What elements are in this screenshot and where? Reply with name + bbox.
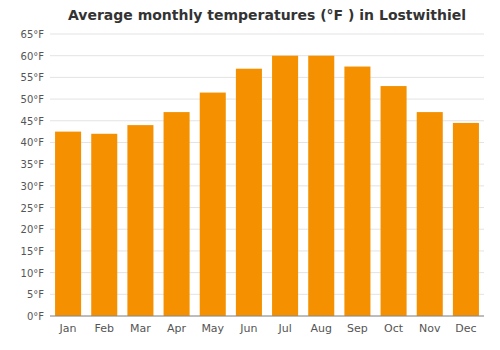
y-tick-label: 55°F: [21, 72, 45, 83]
x-tick-label: Jan: [59, 322, 77, 335]
bar: [381, 86, 407, 316]
x-axis-line: [50, 316, 484, 317]
x-tick-label: Oct: [384, 322, 404, 335]
bar: [344, 67, 370, 316]
grid-line: [50, 316, 484, 317]
title: Average monthly temperatures (°F ) in Lo…: [68, 7, 466, 23]
y-axis: 0°F 5°F 10°F 15°F 20°F 25°F 30°F 35°F 40°F 45°F 50…: [21, 29, 45, 322]
y-tick-label: 25°F: [21, 203, 45, 214]
y-tick-label: 35°F: [21, 159, 45, 170]
x-tick-label: Aug: [311, 322, 332, 335]
bar: [272, 56, 298, 316]
y-tick-label: 5°F: [27, 289, 44, 300]
bar: [308, 56, 334, 316]
x-tick-label: Jun: [239, 322, 257, 335]
x-axis: Jan Feb Mar Apr May Jun Jul Aug Sep Oct Nov Dec: [50, 316, 484, 335]
y-tick-label: 30°F: [21, 181, 45, 192]
bar: [55, 132, 81, 316]
y-tick-label: 20°F: [21, 224, 45, 235]
grid-line: [50, 55, 484, 56]
grid-line: [50, 99, 484, 100]
y-tick-label: 50°F: [21, 94, 45, 105]
bar: [91, 134, 117, 316]
bar: [164, 112, 190, 316]
x-tick-label: Sep: [347, 322, 368, 335]
bars: [55, 56, 479, 316]
x-tick-label: Dec: [455, 322, 476, 335]
x-tick-label: May: [201, 322, 224, 335]
y-tick-label: 15°F: [21, 246, 45, 257]
y-tick-label: 45°F: [21, 116, 45, 127]
bar: [127, 125, 153, 316]
x-tick-label: Nov: [419, 322, 441, 335]
x-tick-label: Apr: [167, 322, 187, 335]
grid-line: [50, 34, 484, 35]
grid: [50, 34, 484, 316]
bar: [453, 123, 479, 316]
bar: [200, 93, 226, 316]
y-tick-label: 0°F: [27, 311, 44, 322]
bar: [417, 112, 443, 316]
y-tick-label: 65°F: [21, 29, 45, 40]
x-tick-label: Jul: [277, 322, 291, 335]
y-tick-label: 40°F: [21, 137, 45, 148]
y-tick-label: 60°F: [21, 51, 45, 62]
bar: [236, 69, 262, 316]
y-tick-label: 10°F: [21, 268, 45, 279]
chart-container: Average monthly temperatures (°F ) in Lo…: [0, 0, 500, 350]
x-tick-label: Feb: [95, 322, 114, 335]
grid-line: [50, 77, 484, 78]
x-tick-label: Mar: [130, 322, 151, 335]
chart: Average monthly temperatures (°F ) in Lo…: [0, 0, 500, 350]
